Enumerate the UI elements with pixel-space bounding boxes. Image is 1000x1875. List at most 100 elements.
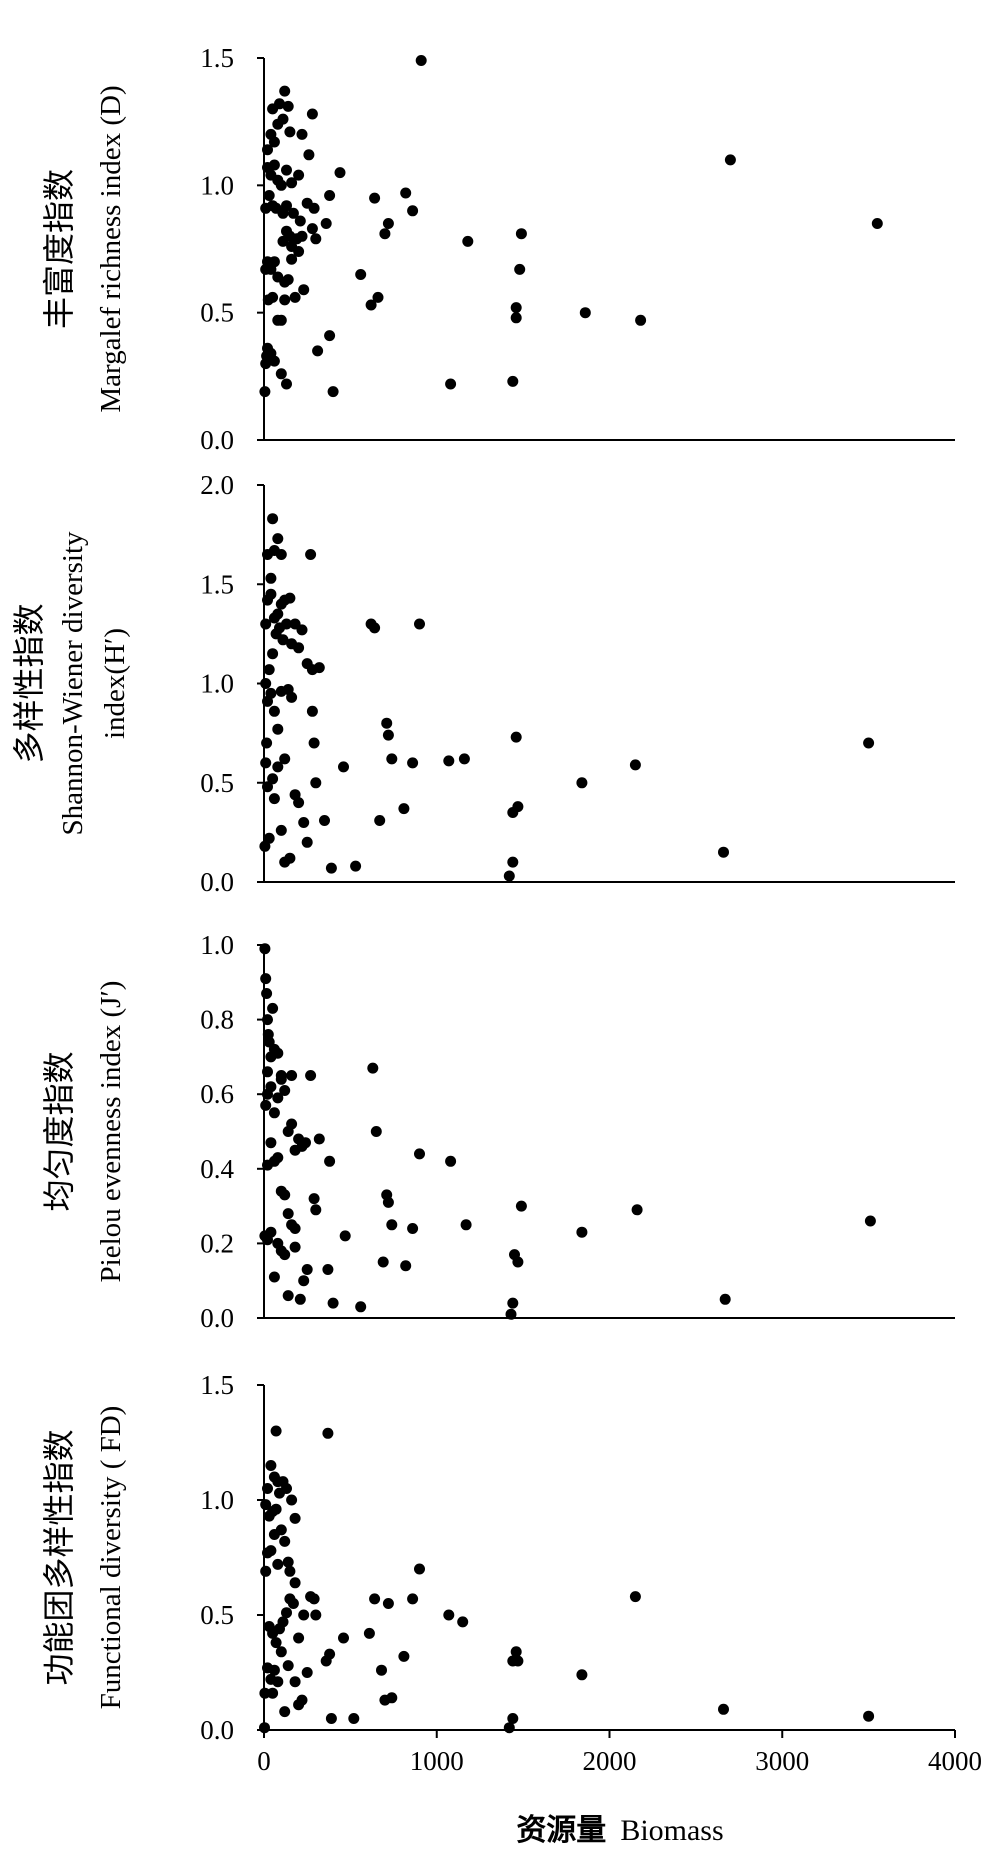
data-point (327, 386, 339, 398)
data-point (289, 1223, 301, 1234)
data-point (414, 618, 425, 630)
data-point (327, 1297, 339, 1309)
data-point (407, 757, 419, 769)
data-point (296, 1694, 308, 1706)
data-point (277, 113, 289, 125)
data-point (324, 1648, 336, 1660)
data-point (386, 1219, 398, 1231)
data-point (272, 1047, 284, 1059)
y-ticks-richness: 0.0 0.5 1.0 1.5 (200, 43, 264, 455)
data-point (272, 723, 284, 735)
y-label-functional: 功能团多样性指数 Functional diversity ( FD) (41, 1406, 127, 1710)
data-point (369, 192, 381, 204)
data-point (512, 1655, 524, 1667)
x-tick-label: 2000 (583, 1746, 637, 1776)
data-point (863, 1710, 875, 1722)
data-point (871, 218, 883, 229)
data-point (268, 793, 280, 805)
data-point (324, 190, 336, 201)
data-point (629, 759, 641, 771)
data-point (313, 1133, 325, 1145)
y-label-en-diversity-line1: Shannon-Wiener diversity (57, 531, 89, 836)
data-point (260, 757, 272, 769)
y-tick-label: 0.2 (200, 1228, 234, 1258)
y-tick-label: 0.5 (200, 1600, 234, 1630)
data-point (279, 1249, 291, 1261)
data-point (382, 218, 394, 229)
y-tick-label: 0.0 (200, 1715, 234, 1745)
y-label-cn-evenness: 均匀度指数 (41, 1051, 77, 1211)
data-point (260, 678, 272, 689)
data-point (445, 1155, 457, 1167)
data-point (279, 276, 291, 288)
data-point (260, 1099, 272, 1111)
data-point (635, 314, 647, 326)
y-label-cn-functional: 功能团多样性指数 (41, 1429, 77, 1685)
data-point (515, 228, 527, 240)
data-point (338, 1632, 349, 1644)
data-point (724, 154, 736, 166)
data-point (289, 291, 301, 303)
data-point (512, 1256, 524, 1268)
data-point (268, 1107, 280, 1119)
panel-diversity: 0.0 0.5 1.0 1.5 2.0 多样性指数 Shannon-Wiener div… (11, 470, 955, 897)
data-point (289, 1676, 301, 1688)
data-point (348, 1713, 360, 1724)
data-point (263, 190, 275, 201)
y-tick-label: 2.0 (200, 470, 234, 500)
points-evenness (259, 943, 876, 1320)
data-point (284, 1565, 296, 1577)
data-point (260, 618, 272, 630)
y-tick-label: 1.0 (200, 930, 234, 960)
data-point (268, 705, 280, 717)
y-label-cn-richness: 丰富度指数 (41, 169, 77, 329)
data-point (263, 664, 275, 676)
data-point (398, 803, 410, 815)
panel-evenness: 0.0 0.2 0.4 0.6 0.8 1.0 均匀度指数 Pielou evenness… (41, 930, 955, 1333)
data-point (270, 1503, 282, 1515)
data-point (289, 1577, 301, 1589)
data-point (355, 269, 367, 280)
data-point (289, 1241, 301, 1253)
data-point (296, 624, 308, 636)
data-point (272, 533, 284, 545)
data-point (286, 177, 298, 189)
data-point (265, 687, 277, 699)
data-point (507, 856, 519, 868)
points-functional (259, 1425, 875, 1734)
y-label-cn-diversity: 多样性指数 (11, 603, 47, 763)
data-point (510, 731, 522, 743)
data-point (458, 753, 470, 765)
data-point (275, 368, 287, 380)
data-point (322, 1264, 334, 1275)
data-point (275, 314, 287, 326)
data-point (275, 549, 287, 560)
y-label-evenness: 均匀度指数 Pielou evenness index (J′) (41, 981, 127, 1283)
data-point (265, 588, 277, 600)
data-point (414, 1148, 425, 1160)
y-tick-label: 1.0 (200, 669, 234, 699)
data-point (265, 1137, 277, 1149)
data-point (268, 159, 280, 171)
data-point (308, 202, 320, 214)
data-point (382, 1598, 394, 1609)
data-point (407, 1593, 419, 1605)
panel-functional: 0.0 0.5 1.0 1.5 0 1000 2000 3000 4000 功能团多样性指数 … (41, 1370, 982, 1776)
data-point (334, 167, 346, 179)
data-point (293, 1632, 305, 1644)
data-point (443, 755, 455, 767)
data-point (367, 1062, 379, 1074)
x-tick-label: 0 (257, 1746, 271, 1776)
data-point (267, 773, 279, 785)
x-axis-title: 资源量 Biomass (516, 1814, 723, 1847)
data-point (265, 1545, 277, 1557)
data-point (400, 1260, 412, 1272)
data-point (306, 108, 318, 120)
data-point (407, 205, 419, 217)
data-point (272, 1558, 284, 1570)
data-point (289, 1512, 301, 1524)
x-ticks: 0 1000 2000 3000 4000 (257, 1730, 982, 1776)
data-point (306, 705, 318, 717)
data-point (301, 1264, 313, 1275)
